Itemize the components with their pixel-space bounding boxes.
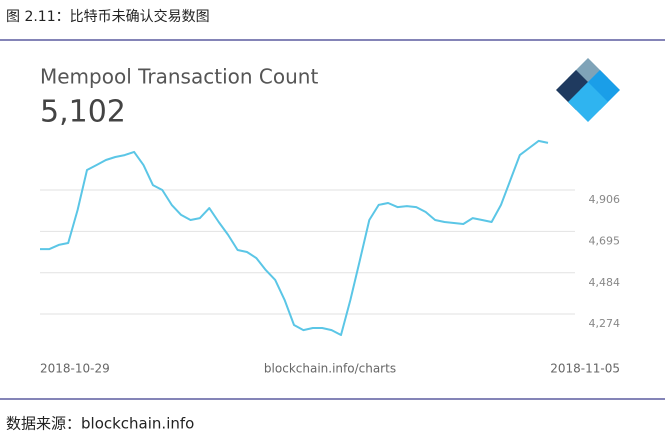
y-tick-label: 4,274 [589, 317, 621, 330]
y-tick-label: 4,484 [589, 276, 621, 289]
y-tick-label: 4,695 [589, 234, 621, 247]
x-center-label: blockchain.info/charts [264, 362, 396, 376]
data-line [40, 139, 549, 336]
x-start-label: 2018-10-29 [40, 362, 110, 376]
y-tick-label: 4,906 [589, 193, 621, 206]
x-end-label: 2018-11-05 [550, 362, 620, 376]
source: 数据来源：blockchain.info [6, 415, 194, 433]
caption: 图 2.11：比特币未确认交易数图 [6, 8, 210, 25]
headline: 5,102 [40, 95, 126, 130]
chart-title: Mempool Transaction Count [40, 65, 318, 89]
logo [556, 58, 620, 122]
